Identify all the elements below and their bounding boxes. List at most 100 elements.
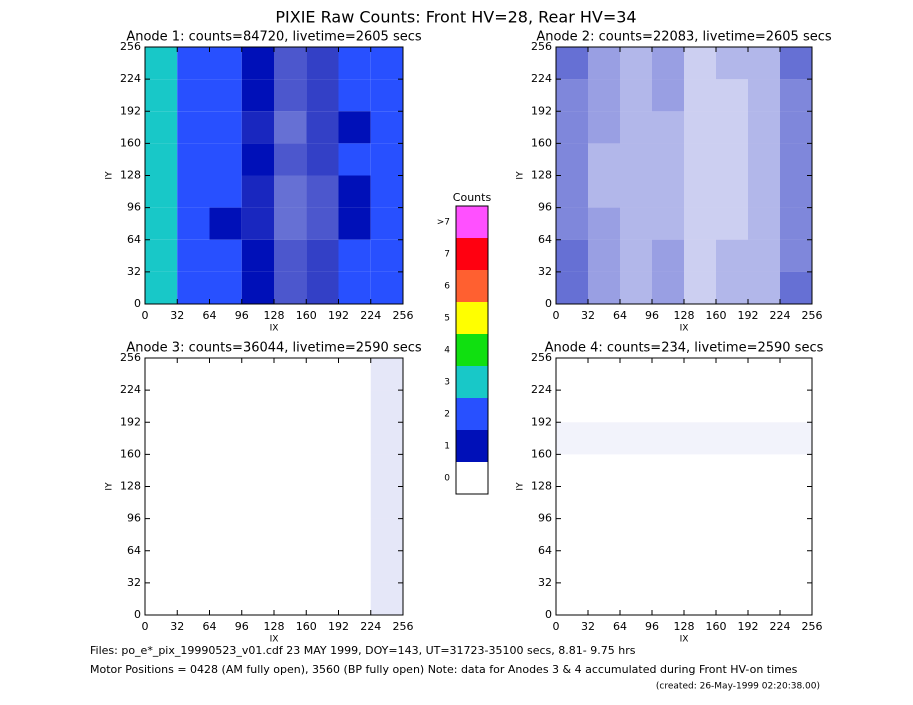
heat-cell [210, 487, 242, 519]
heat-cell [370, 582, 403, 615]
heat-cell [684, 551, 716, 583]
colorbar-label: 5 [444, 314, 450, 324]
y-tick-label: 32 [127, 576, 141, 589]
heat-cell [209, 175, 242, 208]
heat-cell [620, 487, 652, 519]
footer-line: Files: po_e*_pix_19990523_v01.cdf 23 MAY… [90, 644, 636, 657]
heat-cell [339, 519, 371, 551]
heat-cell [780, 47, 812, 80]
heat-cell [716, 143, 748, 176]
heat-cell [588, 111, 620, 144]
heat-cell [306, 207, 339, 240]
heat-cell [620, 454, 652, 486]
heat-cell [145, 583, 177, 615]
heat-cell [306, 175, 339, 208]
heat-cell [306, 487, 338, 519]
colorbar-label: 1 [444, 442, 450, 452]
colorbar-cell [456, 302, 488, 334]
heat-cell [652, 271, 684, 304]
heat-cell [620, 47, 652, 80]
colorbar-cell [456, 334, 488, 366]
x-tick-label: 160 [296, 309, 317, 322]
y-tick-label: 224 [120, 383, 141, 396]
heat-cell [242, 487, 274, 519]
heat-cell [748, 111, 780, 144]
heat-cell [716, 47, 748, 80]
heat-cell [210, 519, 242, 551]
heat-cell [748, 551, 780, 583]
heat-cell [716, 207, 748, 240]
heat-cell [748, 143, 780, 176]
heat-cell [177, 487, 209, 519]
heat-cell [370, 486, 403, 519]
heat-cell [209, 239, 242, 272]
colorbar-cell [456, 462, 488, 494]
heat-cell [588, 239, 620, 272]
heat-cell [588, 271, 620, 304]
heat-cell [556, 390, 588, 422]
y-tick-label: 0 [134, 297, 141, 310]
heat-cell [780, 551, 812, 583]
heat-cell [177, 79, 210, 112]
heat-cell [338, 239, 371, 272]
heat-cell [306, 551, 338, 583]
x-tick-label: 96 [235, 620, 249, 633]
heat-cell [556, 583, 588, 615]
heat-cell [210, 358, 242, 390]
heat-cell [684, 583, 716, 615]
heat-cell [241, 271, 274, 304]
colorbar-label: 3 [444, 378, 450, 388]
heat-cell [339, 551, 371, 583]
heat-cell [370, 47, 403, 80]
y-tick-label: 160 [120, 136, 141, 149]
heat-cell [177, 271, 210, 304]
heat-cell [209, 79, 242, 112]
heat-cell [209, 47, 242, 80]
heat-cell [652, 143, 684, 176]
heat-cell [556, 239, 588, 272]
heat-cell [556, 422, 588, 455]
heat-cell [241, 175, 274, 208]
heat-cell [210, 454, 242, 486]
heat-cell [684, 487, 716, 519]
heat-cell [339, 358, 371, 390]
heat-cell [588, 47, 620, 80]
x-tick-label: 96 [645, 309, 659, 322]
colorbar-label: 4 [444, 346, 450, 356]
heat-cell [177, 175, 210, 208]
heat-cell [370, 207, 403, 240]
heat-cell [620, 519, 652, 551]
heat-cell [242, 390, 274, 422]
heat-cell [177, 358, 209, 390]
heat-cell [748, 583, 780, 615]
colorbar-label: 7 [444, 250, 450, 260]
heat-cell [588, 487, 620, 519]
heat-cell [748, 271, 780, 304]
heat-cell [684, 390, 716, 422]
x-tick-label: 32 [581, 309, 595, 322]
heat-cell [780, 79, 812, 112]
heat-cell [556, 551, 588, 583]
heat-cell [306, 519, 338, 551]
x-tick-label: 128 [264, 309, 285, 322]
heat-cell [652, 422, 684, 455]
colorbar-cell [456, 366, 488, 398]
x-tick-label: 160 [706, 620, 727, 633]
y-tick-label: 192 [120, 415, 141, 428]
y-tick-label: 160 [120, 447, 141, 460]
heat-cell [652, 47, 684, 80]
y-tick-label: 192 [531, 104, 552, 117]
y-tick-label: 256 [531, 351, 552, 364]
heat-cell [588, 207, 620, 240]
heat-cell [145, 358, 177, 390]
heat-cell [274, 239, 307, 272]
heat-cell [306, 390, 338, 422]
heat-cell [209, 271, 242, 304]
heat-cell [748, 207, 780, 240]
heat-cell [145, 175, 178, 208]
heat-cell [652, 583, 684, 615]
heat-cell [780, 271, 812, 304]
panel-title: Anode 2: counts=22083, livetime=2605 sec… [536, 30, 832, 45]
heat-cell [306, 79, 339, 112]
